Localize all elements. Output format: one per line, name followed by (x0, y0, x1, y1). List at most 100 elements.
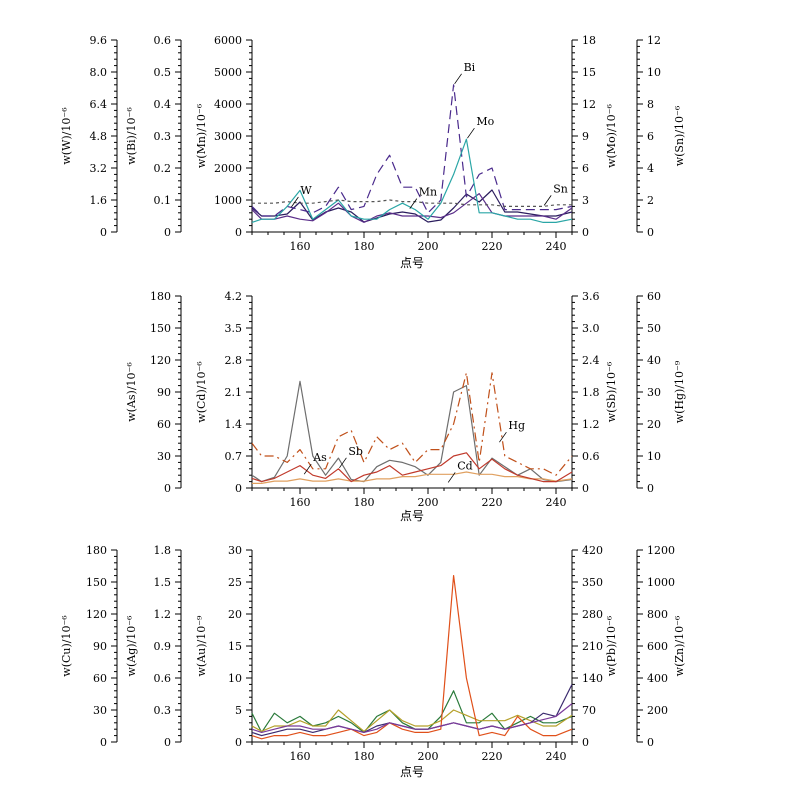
y-tick-label: 90 (93, 640, 107, 653)
annotation-label-sb: Sb (348, 445, 363, 458)
y-tick-label: 4 (647, 162, 654, 175)
y-tick-label: 0.6 (154, 34, 172, 47)
annotation-label-w: W (300, 184, 312, 197)
y-tick-label: 1.2 (582, 418, 600, 431)
x-tick-label: 220 (482, 240, 503, 253)
y-axis-title: w(Bi)/10⁻⁶ (125, 107, 138, 165)
y-tick-label: 20 (647, 418, 661, 431)
annotation-label-mn: Mn (419, 186, 437, 199)
x-tick-label: 240 (546, 240, 567, 253)
y-tick-label: 0 (647, 226, 654, 239)
annotation-label-mo: Mo (476, 115, 494, 128)
y-axis-mn: 0 1000 2000 3000 4000 5000 6000 w(Mn)/10⁻⁶ (195, 34, 253, 239)
chart-panel-3: 160 180 200 220 240点号0306090120150180w(Cu)/1… (60, 544, 686, 779)
y-tick-label: 10 (647, 450, 661, 463)
y-tick-label: 6000 (214, 34, 242, 47)
y-tick-label: 6 (582, 162, 589, 175)
series-line-hg (251, 372, 573, 476)
y-tick-label: 0.2 (154, 162, 172, 175)
series-line-cu (251, 690, 573, 734)
x-tick-label: 240 (546, 496, 567, 509)
x-axis-label: 点号 (400, 509, 424, 523)
y-tick-label: 0 (235, 482, 242, 495)
y-axis-title: w(Hg)/10⁻⁹ (673, 360, 686, 423)
y-axis-title: w(Zn)/10⁻⁶ (673, 615, 686, 676)
y-axis-hg: 0 10 20 30 40 50 60 w(Hg)/10⁻⁹ (636, 290, 686, 495)
y-tick-label: 4.2 (225, 290, 243, 303)
x-tick-label: 160 (290, 496, 311, 509)
y-tick-label: 0 (582, 482, 589, 495)
annotation-leader (303, 463, 312, 475)
y-tick-label: 3 (582, 194, 589, 207)
x-tick-label: 240 (546, 750, 567, 763)
y-tick-label: 0 (100, 736, 107, 749)
y-axis-title: w(Ag)/10⁻⁶ (125, 615, 138, 676)
chart-panel-1: 160 180 200 220 240点号01.63.24.86.48.09.6w(W)… (60, 34, 686, 270)
series-line-bi (251, 84, 573, 217)
y-tick-label: 1000 (214, 194, 242, 207)
series-line-mo (251, 138, 573, 223)
y-tick-label: 3.0 (582, 322, 600, 335)
y-tick-label: 0 (647, 736, 654, 749)
y-axis-cd: 0 0.7 1.4 2.1 2.8 3.5 4.2 w(Cd)/10⁻⁶ (195, 290, 253, 495)
y-tick-label: 3000 (214, 130, 242, 143)
y-tick-label: 1.4 (225, 418, 243, 431)
y-axis-au: 0 5 10 15 20 25 30 w(Au)/10⁻⁹ (195, 544, 253, 749)
annotation-leader (409, 198, 418, 209)
series-line-w (251, 189, 573, 223)
y-tick-label: 18 (582, 34, 596, 47)
y-axis-title: w(Pb)/10⁻⁶ (605, 615, 618, 676)
x-tick-label: 180 (354, 240, 375, 253)
y-tick-label: 800 (647, 608, 668, 621)
y-tick-label: 210 (582, 640, 603, 653)
y-tick-label: 0 (235, 226, 242, 239)
y-tick-label: 0.5 (154, 66, 172, 79)
annotation-leader (499, 431, 507, 443)
y-tick-label: 180 (150, 290, 171, 303)
annotation-leader (291, 196, 299, 208)
x-tick-label: 200 (418, 240, 439, 253)
y-tick-label: 60 (157, 418, 171, 431)
y-tick-label: 60 (93, 672, 107, 685)
y-tick-label: 150 (150, 322, 171, 335)
y-tick-label: 1200 (647, 544, 675, 557)
y-axis-mo: 0 3 6 9 12 15 18 w(Mo)/10⁻⁶ (571, 34, 618, 239)
y-tick-label: 1.5 (154, 576, 172, 589)
y-tick-label: 0 (235, 736, 242, 749)
y-axis-sb: 0 0.6 1.2 1.8 2.4 3.0 3.6 w(Sb)/10⁻⁶ (571, 290, 618, 495)
series-line-pb (251, 574, 573, 740)
y-tick-label: 60 (647, 290, 661, 303)
y-tick-label: 70 (582, 704, 596, 717)
y-tick-label: 8 (647, 98, 654, 111)
y-tick-label: 0.4 (154, 98, 172, 111)
y-tick-label: 4000 (214, 98, 242, 111)
series-line-mn (251, 193, 573, 223)
y-axis-pb: 0 70 140 210 280 350 420 w(Pb)/10⁻⁶ (571, 544, 618, 749)
y-tick-label: 2.4 (582, 354, 600, 367)
y-axis-w: 0 1.6 3.2 4.8 6.4 8.0 9.6 w(W)/10⁻⁶ (60, 34, 118, 239)
y-tick-label: 9.6 (90, 34, 108, 47)
y-tick-label: 0.3 (154, 704, 172, 717)
y-tick-label: 0 (164, 736, 171, 749)
annotation-label-sn: Sn (553, 182, 568, 195)
y-axis-title: w(Au)/10⁻⁹ (195, 615, 208, 677)
series-line-ag (251, 709, 573, 732)
x-tick-label: 180 (354, 750, 375, 763)
y-tick-label: 9 (582, 130, 589, 143)
annotation-label-as: As (312, 451, 327, 464)
y-tick-label: 2 (647, 194, 654, 207)
y-tick-label: 140 (582, 672, 603, 685)
y-tick-label: 150 (86, 576, 107, 589)
y-tick-label: 420 (582, 544, 603, 557)
y-tick-label: 400 (647, 672, 668, 685)
y-tick-label: 30 (93, 704, 107, 717)
y-tick-label: 2.1 (225, 386, 243, 399)
y-tick-label: 120 (86, 608, 107, 621)
y-tick-label: 20 (228, 608, 242, 621)
y-tick-label: 10 (647, 66, 661, 79)
y-axis-title: w(Cd)/10⁻⁶ (195, 361, 208, 423)
y-tick-label: 12 (647, 34, 661, 47)
series-line-sb (251, 452, 573, 483)
x-tick-label: 200 (418, 496, 439, 509)
